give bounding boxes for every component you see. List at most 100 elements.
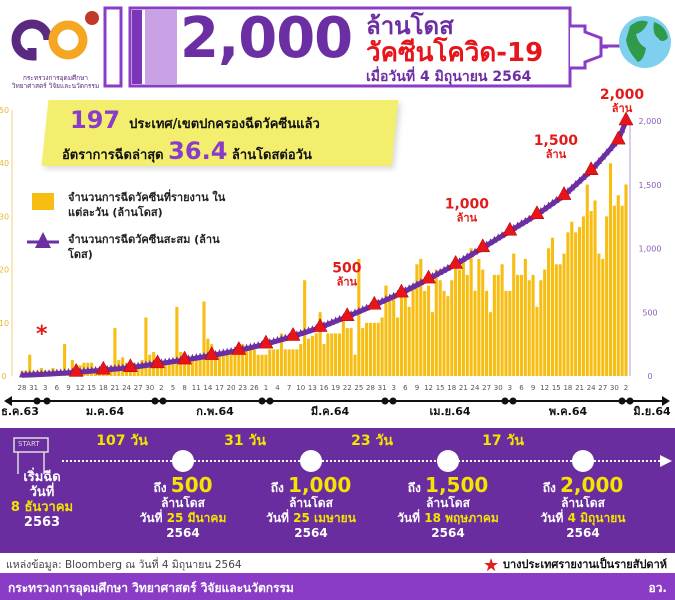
month-boundary-dot (33, 397, 41, 405)
daily-bar (488, 312, 493, 376)
month-label: ธ.ค.63 (1, 405, 39, 418)
x-tick: 12 (424, 384, 433, 392)
daily-bar (411, 285, 415, 376)
globe-icon (619, 16, 671, 68)
headline-number: 2,000 (180, 6, 353, 71)
cumulative-marker (541, 204, 548, 212)
x-tick: 19 (331, 384, 340, 392)
weekly-marker (556, 186, 572, 200)
x-tick: 2 (624, 384, 628, 392)
milestone-unit: ล้านโดส (161, 496, 205, 510)
cumulative-marker (65, 367, 72, 375)
y-tick-right: 2,000 (639, 117, 662, 126)
milestone-date: 4 มิถุนายน (567, 511, 626, 525)
x-tick: 18 (563, 384, 572, 392)
month-boundary-dot (501, 397, 509, 405)
milestone-1: ถึง 1,000 ล้านโดส วันที่ 25 เมษายน 2564 (266, 475, 356, 541)
cumulative-marker (410, 282, 417, 290)
x-tick: 25 (354, 384, 363, 392)
weekly-marker (610, 130, 626, 145)
x-tick: 21 (459, 384, 468, 392)
milestone-year: 2564 (294, 526, 328, 540)
daily-bar (190, 360, 194, 376)
daily-bar (508, 290, 512, 376)
cumulative-marker (441, 265, 448, 273)
daily-bar (396, 317, 400, 376)
daily-bar (183, 354, 187, 376)
month-boundary-dot (509, 397, 517, 405)
countries-stat: 197 ประเทศ/เขตปกครองฉีดวัคซีนแล้ว (70, 106, 320, 134)
cumulative-marker (580, 172, 587, 180)
daily-bar (314, 333, 318, 376)
cumulative-marker (472, 247, 478, 255)
x-tick: 12 (76, 384, 85, 392)
daily-bar (210, 344, 214, 376)
weekly-marker (312, 318, 328, 332)
cumulative-marker (514, 221, 521, 229)
daily-bar (392, 296, 396, 376)
daily-bar (388, 296, 392, 376)
cumulative-marker (495, 233, 502, 241)
weekly-marker (394, 283, 409, 298)
weekly-note: ★ บางประเทศรายงานเป็นรายสัปดาห์ (483, 555, 667, 576)
daily-bar (492, 274, 496, 376)
cumulative-marker (30, 369, 37, 377)
start-milestone: เริ่มฉีด วันที่ 8 ธันวาคม 2563 (11, 470, 73, 530)
x-tick: 30 (610, 384, 619, 392)
cumulative-marker (464, 252, 471, 260)
month-boundary-dot (618, 397, 626, 405)
interval-label: 31 วัน (224, 433, 266, 449)
month-boundary-dot (389, 397, 397, 405)
cumulative-marker (444, 263, 451, 271)
daily-bar (457, 269, 462, 376)
daily-bar (562, 253, 566, 376)
cumulative-marker (46, 369, 53, 377)
daily-bar (450, 280, 454, 376)
start-date: 8 ธันวาคม (10, 500, 74, 515)
milestone-annotation-unit: ล้าน (457, 212, 478, 225)
daily-bar (523, 258, 527, 376)
weekly-marker (177, 350, 193, 365)
milestone-date: 25 มีนาคม (166, 511, 227, 525)
daily-bar (465, 274, 469, 376)
x-tick: 18 (99, 384, 108, 392)
daily-bar (512, 253, 516, 376)
daily-bar (531, 274, 535, 376)
x-tick: 2 (159, 384, 163, 392)
daily-bar (527, 280, 531, 376)
daily-bar (345, 328, 349, 376)
daily-bar (461, 258, 465, 376)
daily-bar (248, 349, 252, 376)
daily-bar (616, 195, 620, 376)
rate-prefix: อัตราการฉีดล่าสุด (62, 148, 164, 163)
month-label: พ.ค.64 (549, 405, 588, 418)
milestone-timeline (0, 428, 675, 553)
x-tick: 3 (391, 384, 395, 392)
cumulative-marker (61, 368, 68, 376)
milestone-date: 25 เมษายน (293, 511, 356, 525)
x-tick: 13 (308, 384, 317, 392)
footer: กระทรวงการอุดมศึกษา วิทยาศาสตร์ วิจัยและ… (0, 573, 675, 600)
needle (600, 44, 620, 48)
daily-bar (361, 328, 365, 376)
milestone-number: 2,000 (560, 473, 624, 497)
x-tick: 16 (320, 384, 329, 392)
daily-bar (229, 349, 233, 376)
x-tick: 28 (366, 384, 375, 392)
cumulative-marker (526, 214, 533, 222)
daily-bar (28, 354, 32, 376)
cumulative-marker (522, 216, 529, 224)
daily-bar (430, 312, 434, 376)
weekly-marker (448, 254, 464, 269)
cumulative-marker (499, 231, 506, 239)
weekly-marker (150, 354, 165, 369)
daily-bar (334, 333, 338, 376)
daily-bar (326, 333, 330, 376)
x-tick: 21 (110, 384, 119, 392)
x-tick: 8 (182, 384, 186, 392)
daily-bar (365, 322, 369, 376)
y-tick-left: 10 (0, 319, 9, 328)
daily-bar (233, 349, 237, 376)
weekly-marker (529, 205, 545, 219)
milestone-pre: ถึง (542, 481, 556, 495)
